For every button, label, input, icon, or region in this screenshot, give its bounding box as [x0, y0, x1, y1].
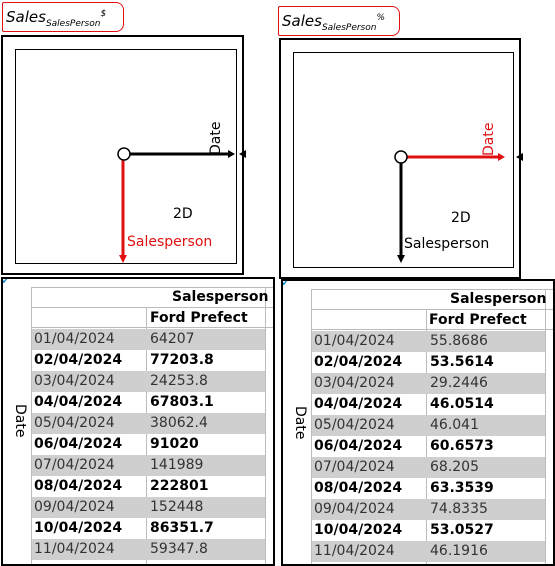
row-date: 02/04/2024: [314, 354, 403, 370]
row-value[interactable]: 86351.7: [150, 520, 214, 536]
left-row-axis-label[interactable]: Date: [12, 404, 28, 438]
table-row[interactable]: 04/04/2024 67803.1: [32, 392, 265, 413]
row-value[interactable]: 29.2446: [430, 375, 488, 391]
row-date: 03/04/2024: [34, 373, 115, 389]
left-tag-sub: SalesPerson: [45, 19, 101, 29]
left-table-panel: ✔ Salesperson Ford Prefect Date 01/04/20…: [1, 277, 275, 566]
row-date: 08/04/2024: [34, 478, 123, 494]
table-row[interactable]: 03/04/2024 24253.8: [32, 371, 265, 392]
left-axis-diagram: [117, 147, 246, 263]
table-row[interactable]: 06/04/2024 60.6573: [312, 436, 545, 457]
row-value[interactable]: 141989: [150, 457, 204, 473]
row-date: 07/04/2024: [314, 459, 395, 475]
left-tag-main: Sales: [6, 8, 46, 26]
right-axis-diagram: [394, 150, 523, 263]
row-value[interactable]: 53.0527: [430, 522, 494, 538]
left-axis-inner-frame: [15, 49, 237, 264]
row-value[interactable]: 53.5614: [430, 354, 494, 370]
table-row[interactable]: 04/04/2024 46.0514: [312, 394, 545, 415]
row-value[interactable]: 74.8335: [430, 501, 488, 517]
row-date: 03/04/2024: [314, 375, 395, 391]
left-y-axis-label[interactable]: Salesperson: [127, 234, 213, 250]
table-row[interactable]: 02/04/2024 77203.8: [32, 350, 265, 371]
table-row[interactable]: 09/04/2024 74.8335: [312, 499, 545, 520]
row-date: 08/04/2024: [314, 480, 403, 496]
table-row[interactable]: 05/04/2024 38062.4: [32, 413, 265, 434]
right-y-axis-label[interactable]: Salesperson: [404, 236, 490, 252]
table-row[interactable]: 02/04/2024 53.5614: [312, 352, 545, 373]
right-x-axis-label[interactable]: Date: [481, 122, 497, 156]
row-date: 10/04/2024: [314, 522, 403, 538]
left-column-group-header[interactable]: Salesperson: [172, 289, 269, 305]
row-date: 06/04/2024: [34, 436, 123, 452]
row-value[interactable]: 64207: [150, 331, 195, 347]
table-row[interactable]: 11/04/2024 46.1916: [312, 541, 545, 562]
right-axis-selector[interactable]: Date Salesperson 2D: [279, 38, 523, 279]
table-row[interactable]: 01/04/2024 55.8686: [312, 331, 545, 352]
left-view-tag[interactable]: SalesSalesPerson$: [2, 2, 124, 32]
row-date: 05/04/2024: [314, 417, 395, 433]
left-tag-sup: $: [100, 9, 107, 19]
table-row[interactable]: 08/04/2024 63.3539: [312, 478, 545, 499]
row-date: 05/04/2024: [34, 415, 115, 431]
table-row[interactable]: 01/04/2024 64207: [32, 329, 265, 350]
row-date: 02/04/2024: [34, 352, 123, 368]
row-value[interactable]: 46.1916: [430, 543, 488, 559]
left-axis-selector[interactable]: Date Salesperson 2D: [1, 35, 246, 275]
right-tag-sup: %: [376, 13, 386, 23]
row-value[interactable]: 46.041: [430, 417, 479, 433]
row-date: 04/04/2024: [314, 396, 403, 412]
right-mode-label: 2D: [451, 210, 471, 226]
row-date: 09/04/2024: [34, 499, 115, 515]
row-value[interactable]: 67803.1: [150, 394, 214, 410]
right-axis-inner-frame: [293, 52, 514, 268]
right-view-tag[interactable]: SalesSalesPerson%: [278, 6, 400, 36]
table-row[interactable]: 08/04/2024 222801: [32, 476, 265, 497]
row-value[interactable]: 63.3539: [430, 480, 494, 496]
table-row[interactable]: 06/04/2024 91020: [32, 434, 265, 455]
row-date: 07/04/2024: [34, 457, 115, 473]
row-date: 09/04/2024: [314, 501, 395, 517]
right-row-axis-label[interactable]: Date: [292, 406, 308, 440]
left-check-icon[interactable]: ✔: [1, 277, 10, 287]
table-row[interactable]: 07/04/2024 141989: [32, 455, 265, 476]
row-date: 01/04/2024: [34, 331, 115, 347]
table-row[interactable]: 10/04/2024 86351.7: [32, 518, 265, 539]
row-date: 06/04/2024: [314, 438, 403, 454]
row-value[interactable]: 91020: [150, 436, 199, 452]
row-value[interactable]: 60.6573: [430, 438, 494, 454]
left-column-header[interactable]: Ford Prefect: [150, 310, 248, 326]
right-tag-main: Sales: [282, 12, 322, 30]
row-value[interactable]: 24253.8: [150, 373, 208, 389]
row-date: 11/04/2024: [34, 541, 115, 557]
right-table-panel: ✔ Salesperson Ford Prefect Date 01/04/20…: [281, 279, 555, 566]
row-value[interactable]: 222801: [150, 478, 209, 494]
row-date: 04/04/2024: [34, 394, 123, 410]
row-date: 10/04/2024: [34, 520, 123, 536]
table-row[interactable]: 09/04/2024 152448: [32, 497, 265, 518]
row-date: 01/04/2024: [314, 333, 395, 349]
left-x-axis-label[interactable]: Date: [208, 121, 224, 155]
right-tag-sub: SalesPerson: [321, 23, 377, 33]
right-column-header[interactable]: Ford Prefect: [429, 312, 527, 328]
left-mode-label: 2D: [173, 206, 193, 222]
table-row[interactable]: 05/04/2024 46.041: [312, 415, 545, 436]
row-value[interactable]: 59347.8: [150, 541, 208, 557]
row-value[interactable]: 38062.4: [150, 415, 208, 431]
row-value[interactable]: 55.8686: [430, 333, 488, 349]
row-value[interactable]: 68.205: [430, 459, 479, 475]
row-value[interactable]: 77203.8: [150, 352, 214, 368]
table-row[interactable]: 03/04/2024 29.2446: [312, 373, 545, 394]
row-date: 11/04/2024: [314, 543, 395, 559]
row-value[interactable]: 46.0514: [430, 396, 494, 412]
right-column-group-header[interactable]: Salesperson: [450, 291, 547, 307]
table-row[interactable]: 10/04/2024 53.0527: [312, 520, 545, 541]
row-value[interactable]: 152448: [150, 499, 204, 515]
table-row[interactable]: 07/04/2024 68.205: [312, 457, 545, 478]
right-check-icon[interactable]: ✔: [281, 279, 290, 289]
table-row[interactable]: 11/04/2024 59347.8: [32, 539, 265, 560]
